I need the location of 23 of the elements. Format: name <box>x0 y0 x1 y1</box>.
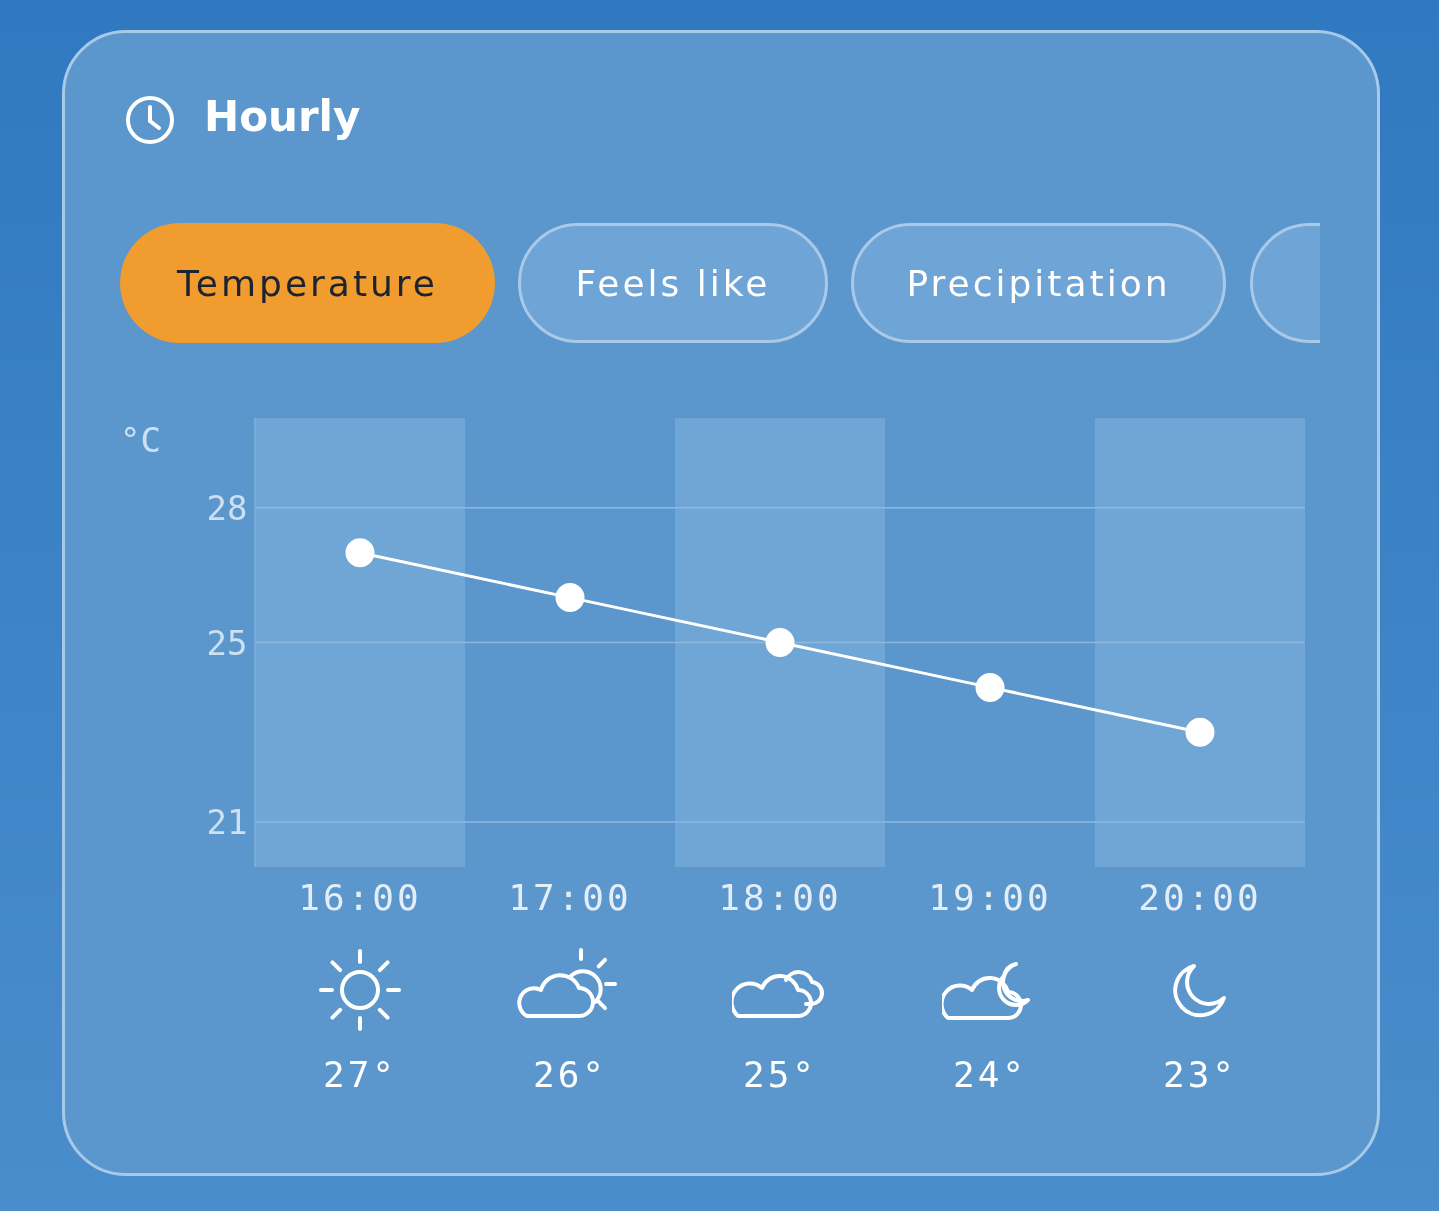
data-label: 24° <box>952 1054 1028 1095</box>
y-tick-label: 21 <box>206 802 248 843</box>
x-tick-label: 18:00 <box>718 876 842 918</box>
chart-title: Hourly <box>204 92 361 141</box>
y-tick-label: 28 <box>206 487 248 528</box>
point <box>975 672 1005 702</box>
text: Feels like <box>518 223 828 343</box>
x-tick-label: 19:00 <box>928 876 1052 918</box>
text: Temperature <box>120 223 495 343</box>
data-label: 23° <box>1162 1054 1238 1095</box>
data-label: 25° <box>742 1054 818 1095</box>
text: Precipitation <box>851 223 1226 343</box>
y-axis-title: °C <box>120 420 161 460</box>
y-tick-label: 25 <box>206 622 248 663</box>
x-tick-label: 20:00 <box>1138 876 1262 918</box>
point <box>555 583 585 613</box>
data-label: 27° <box>322 1054 398 1095</box>
point <box>765 628 795 657</box>
x-tick-label: 17:00 <box>508 876 632 918</box>
point <box>1185 717 1215 747</box>
data-label: 26° <box>532 1054 608 1095</box>
point <box>345 538 375 568</box>
x-tick-label: 16:00 <box>298 876 422 918</box>
